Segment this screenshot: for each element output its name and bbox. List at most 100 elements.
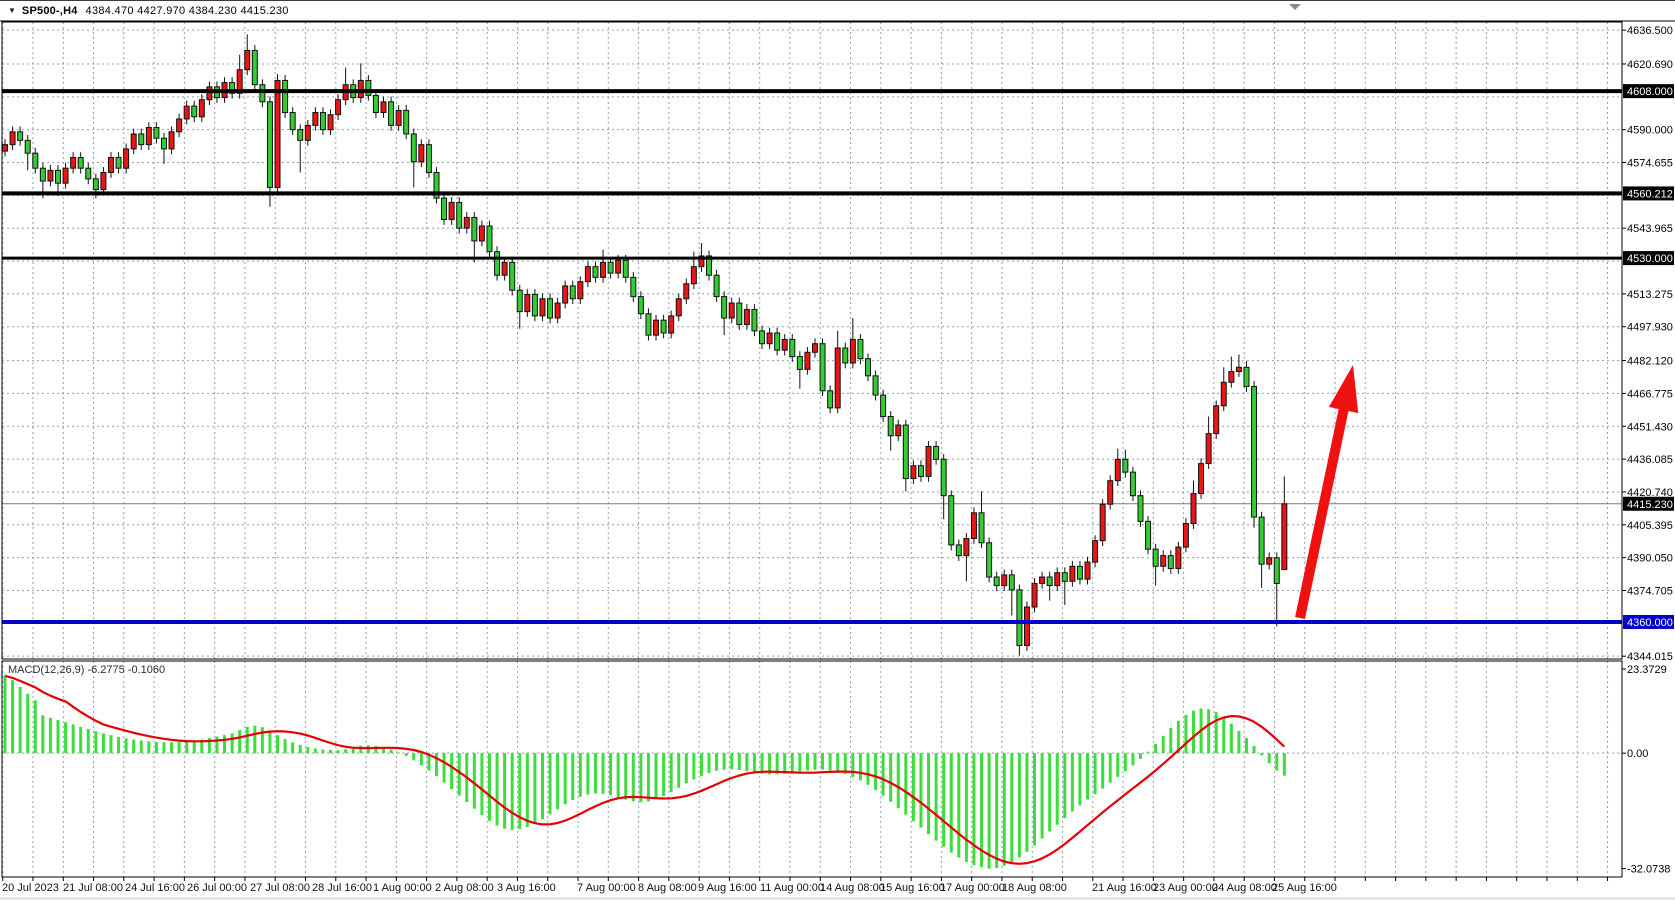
price-axis-label: 4497.930 [1627,322,1673,334]
bear-candle [819,343,826,392]
bull-candle [198,99,205,118]
bull-candle [1054,572,1061,587]
bear-candle [54,169,61,184]
bear-candle [902,424,909,480]
bull-candle [274,79,281,188]
price-line-label: 4530.000 [1627,253,1673,265]
bull-candle [100,171,107,191]
bull-candle [130,133,137,150]
bear-candle [1137,495,1144,522]
bear-candle [940,458,947,497]
bull-candle [244,49,251,71]
price-axis-label: 4636.500 [1627,25,1673,37]
bear-candle [569,285,576,300]
bull-candle [1160,555,1167,567]
price-axis-label: 4374.705 [1627,585,1673,597]
chart-title-bar[interactable]: ▼ SP500-,H4 4384.470 4427.970 4384.230 4… [0,0,1675,21]
bull-candle [1220,381,1227,407]
bear-candle [622,259,629,278]
bear-candle [1122,458,1129,473]
window-bottom-edge [0,897,1675,900]
bull-candle [1069,565,1076,582]
bull-candle [683,283,690,300]
bear-candle [441,197,448,221]
bear-candle [978,512,985,544]
price-axis[interactable]: 4636.500 4620.690 4590.000 4574.655 4543.965… [1622,25,1674,663]
bull-candle [380,101,387,114]
bull-candle [600,261,607,278]
bear-candle [509,261,516,291]
bull-candle [357,79,364,99]
bear-candle [77,156,84,169]
bull-candle [781,338,788,351]
bear-candle [864,358,871,377]
buy-signal-arrow[interactable] [1295,365,1359,620]
bull-candle [1198,463,1205,495]
bear-candle [388,101,395,126]
bear-candle [592,266,599,278]
bear-candle [660,319,667,334]
bull-candle [675,298,682,317]
bear-candle [630,276,637,298]
bull-candle [963,537,970,557]
time-axis-label: 24 Jul 16:00 [125,882,185,894]
bull-candle [1182,523,1189,548]
bear-candle [191,105,198,118]
bull-candle [1213,405,1220,435]
bull-candle [168,131,175,150]
bear-candle [516,289,523,313]
price-axis-label: 4420.740 [1627,487,1673,499]
macd-axis-label: -32.0738 [1627,864,1670,876]
bull-candle [1001,574,1008,587]
price-line-label: 4608.000 [1627,86,1673,98]
bear-candle [289,112,296,131]
bear-candle [17,131,24,141]
price-line-label: 4560.212 [1627,188,1673,200]
bull-candle [925,445,932,477]
bull-candle [1099,503,1106,542]
bull-candle [206,86,213,101]
time-axis-label: 8 Aug 08:00 [638,882,697,894]
bull-candle [653,319,660,336]
bear-candle [645,313,652,336]
bull-candle [811,343,818,353]
bear-candle [229,82,236,94]
time-axis[interactable]: 20 Jul 2023 21 Jul 08:00 24 Jul 16:00 26 Ju… [2,877,1609,894]
bear-candle [372,94,379,114]
bull-candle [690,266,697,285]
bull-candle [834,347,841,409]
bull-candle [478,225,485,242]
bear-candle [494,251,501,276]
bull-candle [176,118,183,133]
bear-candle [637,296,644,315]
macd-axis[interactable]: 23.3729 0.00 -32.0738 [1622,664,1670,876]
bear-candle [153,127,160,139]
candlestick-series [2,34,1288,656]
bear-candle [403,109,410,135]
price-axis-label: 4466.775 [1627,388,1673,400]
bull-candle [804,351,811,370]
bull-candle [183,105,190,120]
bear-candle [857,338,864,360]
price-axis-label: 4405.395 [1627,520,1673,532]
bear-candle [433,171,440,199]
time-axis-label: 9 Aug 16:00 [698,882,757,894]
ohlc-quote-label: 4384.470 4427.970 4384.230 4415.230 [85,5,289,17]
bear-candle [547,298,554,319]
bull-candle [1190,493,1197,525]
price-axis-label: 4390.050 [1627,553,1673,565]
bear-candle [827,390,834,409]
bull-candle [524,293,531,313]
bull-candle [910,465,917,480]
bull-candle [304,124,311,141]
bear-candle [948,495,955,546]
chart-shift-marker-icon [1289,4,1301,10]
bear-candle [531,293,538,317]
bear-candle [1273,557,1280,584]
bear-candle [751,308,758,332]
price-axis-label: 4436.085 [1627,454,1673,466]
bear-candle [1061,572,1068,582]
symbol-dropdown-icon[interactable]: ▼ [8,6,16,15]
bear-candle [706,255,713,276]
